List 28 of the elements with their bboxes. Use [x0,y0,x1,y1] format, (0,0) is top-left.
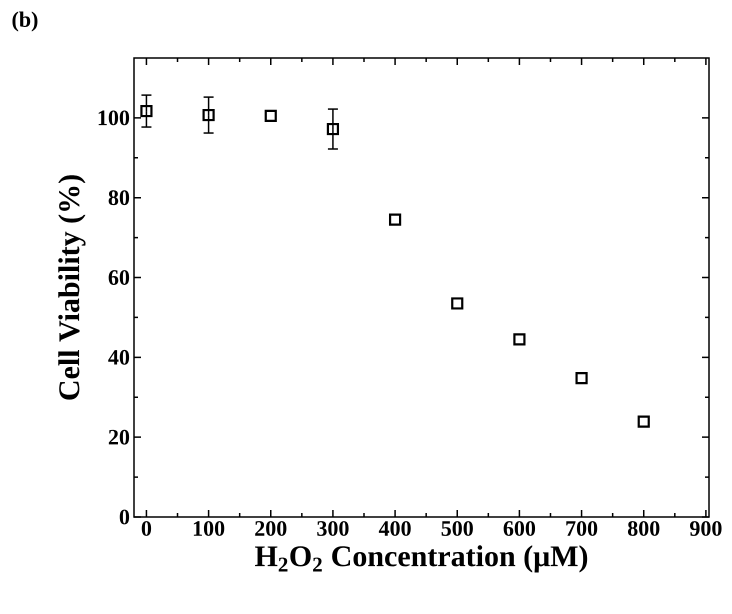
x-tick-label: 600 [504,521,536,536]
point [202,108,215,122]
point [513,333,526,346]
text: (b) [12,12,38,32]
x-tick-label: 200 [255,521,286,536]
x-tick-label: 800 [628,521,660,536]
point [575,372,588,384]
x-tick-label: 400 [378,521,411,536]
x-tick-label: 0 [142,521,152,536]
x-tick-label: 900 [690,521,722,536]
x-tick-label: 700 [566,521,598,536]
point [388,214,402,226]
x-tick-label: 500 [442,521,473,536]
y-tick-label: 100 [98,110,130,126]
point [264,110,277,122]
x-tick-label: 300 [317,521,349,536]
point [638,416,650,428]
x-axis-title: H$_{2}$O$_{2}$ Concentration (μM) [255,545,588,573]
point [451,297,464,310]
point [326,122,340,136]
y-tick-label: 0 [120,510,130,524]
point [140,104,153,118]
y-tick-label: 80 [108,190,130,206]
y-axis-title: Cell Viability (%) [58,175,86,400]
y-tick-label: 40 [108,350,130,365]
y-tick-label: 60 [108,270,130,285]
x-tick-label: 100 [194,521,224,536]
y-tick-label: 20 [108,430,130,445]
